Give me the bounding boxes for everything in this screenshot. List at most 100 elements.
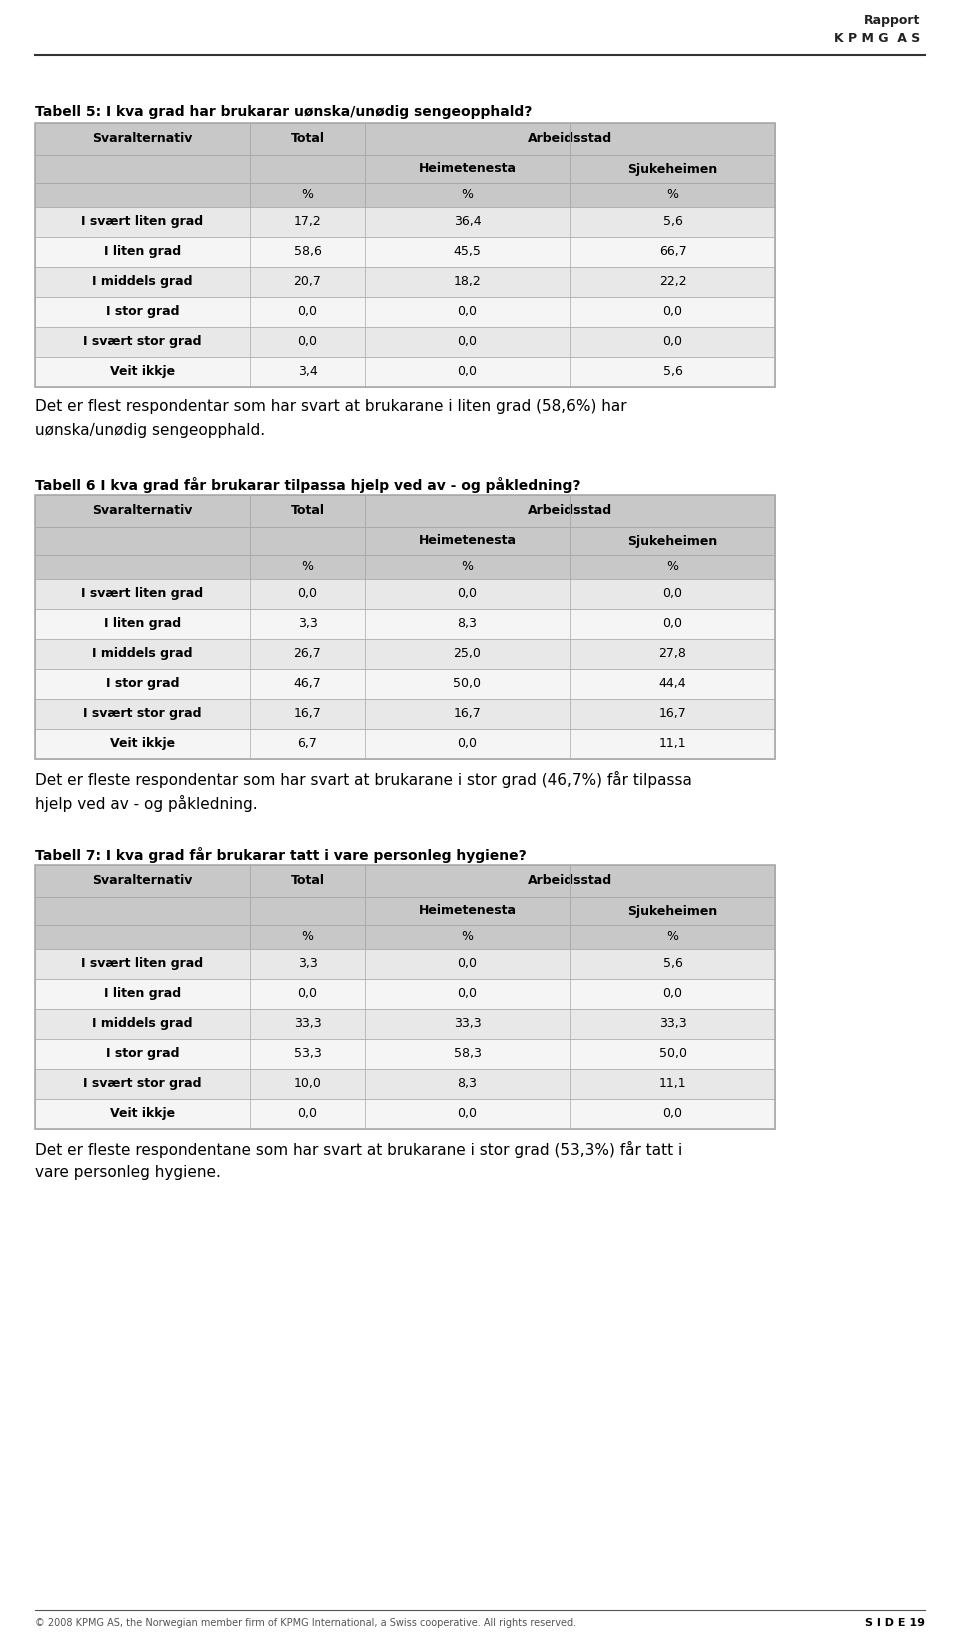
Bar [35,578,775,610]
Bar [35,897,775,925]
Text: 0,0: 0,0 [662,335,683,348]
Text: 33,3: 33,3 [294,1017,322,1030]
Text: 36,4: 36,4 [454,215,481,228]
Text: 50,0: 50,0 [659,1048,686,1060]
Text: vare personleg hygiene.: vare personleg hygiene. [35,1165,221,1180]
Text: Veit ikkje: Veit ikkje [110,1107,175,1121]
Text: 8,3: 8,3 [458,618,477,631]
Text: 26,7: 26,7 [294,647,322,660]
Text: %: % [462,930,473,943]
Bar [35,268,775,297]
Text: %: % [301,189,314,202]
Text: 44,4: 44,4 [659,677,686,690]
Text: I svært liten grad: I svært liten grad [82,215,204,228]
Text: Veit ikkje: Veit ikkje [110,738,175,751]
Bar [35,1070,775,1099]
Text: I svært stor grad: I svært stor grad [84,335,202,348]
Text: 0,0: 0,0 [662,588,683,600]
Text: 0,0: 0,0 [458,335,477,348]
Text: 0,0: 0,0 [298,588,318,600]
Text: Arbeidsstad: Arbeidsstad [528,504,612,518]
Bar [35,182,775,207]
Text: 46,7: 46,7 [294,677,322,690]
Text: 3,3: 3,3 [298,618,318,631]
Text: Sjukeheimen: Sjukeheimen [628,534,718,547]
Text: hjelp ved av - og påkledning.: hjelp ved av - og påkledning. [35,795,257,812]
Text: Total: Total [291,504,324,518]
Text: Arbeidsstad: Arbeidsstad [528,133,612,146]
Bar [35,639,775,669]
Bar [35,729,775,759]
Text: Heimetenesta: Heimetenesta [419,905,516,917]
Text: I middels grad: I middels grad [92,276,193,289]
Text: 6,7: 6,7 [298,738,318,751]
Text: %: % [301,560,314,573]
Text: 0,0: 0,0 [458,365,477,378]
Bar [35,864,775,1129]
Text: 45,5: 45,5 [453,245,481,258]
Text: Sjukeheimen: Sjukeheimen [628,905,718,917]
Bar [35,555,775,578]
Text: I svært stor grad: I svært stor grad [84,1078,202,1091]
Text: 0,0: 0,0 [458,588,477,600]
Text: © 2008 KPMG AS, the Norwegian member firm of KPMG International, a Swiss coopera: © 2008 KPMG AS, the Norwegian member fir… [35,1618,576,1628]
Text: Sjukeheimen: Sjukeheimen [628,163,718,176]
Text: I liten grad: I liten grad [104,618,181,631]
Text: 16,7: 16,7 [454,708,481,721]
Text: 50,0: 50,0 [453,677,482,690]
Bar [35,123,775,154]
Text: Heimetenesta: Heimetenesta [419,534,516,547]
Bar [35,327,775,357]
Text: Svaralternativ: Svaralternativ [92,133,193,146]
Bar [35,237,775,268]
Text: 3,4: 3,4 [298,365,318,378]
Text: 33,3: 33,3 [454,1017,481,1030]
Text: I liten grad: I liten grad [104,987,181,1001]
Text: Det er fleste respondentane som har svart at brukarane i stor grad (53,3%) får t: Det er fleste respondentane som har svar… [35,1140,683,1158]
Text: 3,3: 3,3 [298,958,318,971]
Text: %: % [666,560,679,573]
Text: 17,2: 17,2 [294,215,322,228]
Text: Total: Total [291,874,324,887]
Text: Rapport: Rapport [864,15,920,26]
Bar [35,154,775,182]
Text: Tabell 5: I kva grad har brukarar uønska/unødig sengeopphald?: Tabell 5: I kva grad har brukarar uønska… [35,105,533,118]
Bar [35,123,775,388]
Text: 0,0: 0,0 [458,987,477,1001]
Text: 8,3: 8,3 [458,1078,477,1091]
Text: I middels grad: I middels grad [92,647,193,660]
Bar [35,495,775,759]
Text: 0,0: 0,0 [458,1107,477,1121]
Text: 18,2: 18,2 [454,276,481,289]
Text: Tabell 6 I kva grad får brukarar tilpassa hjelp ved av - og påkledning?: Tabell 6 I kva grad får brukarar tilpass… [35,476,581,493]
Text: %: % [462,560,473,573]
Text: I liten grad: I liten grad [104,245,181,258]
Text: 0,0: 0,0 [662,618,683,631]
Text: 5,6: 5,6 [662,215,683,228]
Text: uønska/unødig sengeopphald.: uønska/unødig sengeopphald. [35,422,265,439]
Text: 11,1: 11,1 [659,738,686,751]
Text: 0,0: 0,0 [662,1107,683,1121]
Bar [35,527,775,555]
Text: Svaralternativ: Svaralternativ [92,504,193,518]
Text: Total: Total [291,133,324,146]
Text: %: % [301,930,314,943]
Text: 58,6: 58,6 [294,245,322,258]
Text: 0,0: 0,0 [662,306,683,319]
Text: 25,0: 25,0 [453,647,481,660]
Text: Det er fleste respondentar som har svart at brukarane i stor grad (46,7%) får ti: Det er fleste respondentar som har svart… [35,771,692,789]
Bar [35,357,775,388]
Text: %: % [666,930,679,943]
Text: S I D E 19: S I D E 19 [865,1618,925,1628]
Text: Svaralternativ: Svaralternativ [92,874,193,887]
Text: 5,6: 5,6 [662,958,683,971]
Text: Veit ikkje: Veit ikkje [110,365,175,378]
Bar [35,864,775,897]
Text: 11,1: 11,1 [659,1078,686,1091]
Text: I middels grad: I middels grad [92,1017,193,1030]
Bar [35,979,775,1009]
Bar [35,698,775,729]
Text: 58,3: 58,3 [453,1048,481,1060]
Text: %: % [666,189,679,202]
Bar [35,925,775,950]
